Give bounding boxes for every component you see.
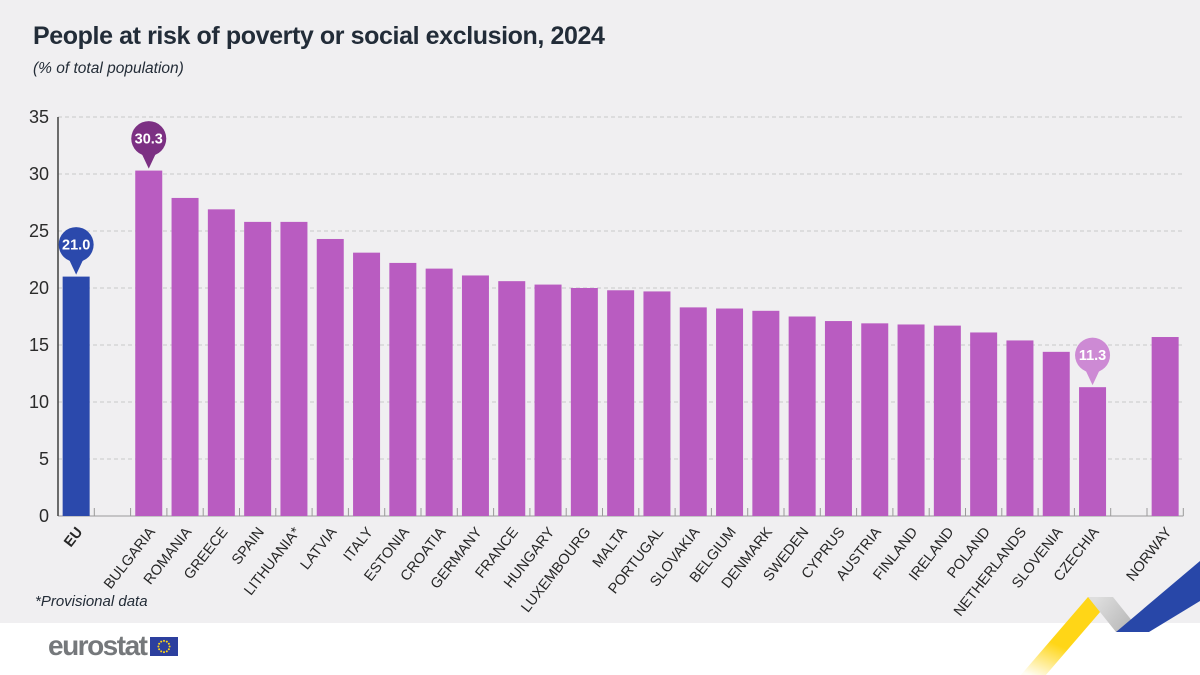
flag-star xyxy=(168,647,171,650)
bar-croatia xyxy=(425,268,453,516)
y-tick-label-15: 15 xyxy=(29,335,49,355)
y-tick-label-10: 10 xyxy=(29,392,49,412)
eu-flag-icon xyxy=(150,636,179,656)
eurostat-wordmark: eurostat xyxy=(48,630,148,661)
flag-star xyxy=(160,640,163,643)
bar-slovakia xyxy=(679,307,707,516)
y-tick-label-30: 30 xyxy=(29,164,49,184)
bar-norway xyxy=(1151,337,1179,516)
y-tick-label-0: 0 xyxy=(39,506,49,526)
callout-pointer xyxy=(1084,368,1101,386)
flag-star xyxy=(166,649,169,652)
flag-star xyxy=(163,650,166,653)
bar-poland xyxy=(970,332,998,516)
flag-star xyxy=(158,642,161,645)
y-tick-label-5: 5 xyxy=(39,449,49,469)
callout-value: 11.3 xyxy=(1079,348,1106,364)
bar-czechia xyxy=(1079,387,1107,516)
bar-sweden xyxy=(788,316,816,516)
bar-belgium xyxy=(716,308,744,516)
bar-austria xyxy=(861,323,889,516)
y-tick-label-25: 25 xyxy=(29,221,49,241)
bar-hungary xyxy=(534,284,562,516)
bar-ireland xyxy=(933,325,961,516)
x-label-norway: NORWAY xyxy=(1124,524,1176,584)
footer-strip xyxy=(0,623,1200,675)
bar-france xyxy=(498,281,526,516)
bar-spain xyxy=(244,221,272,516)
bar-netherlands xyxy=(1006,340,1034,516)
flag-star xyxy=(169,645,172,647)
callout-pointer xyxy=(68,257,85,275)
bar-slovenia xyxy=(1042,351,1070,516)
chart-subtitle: (% of total population) xyxy=(33,60,184,77)
x-label-latvia: LATVIA xyxy=(298,524,341,573)
chart-title: People at risk of poverty or social excl… xyxy=(33,22,605,50)
callout-bubble xyxy=(1075,337,1111,373)
bar-portugal xyxy=(643,291,671,516)
bar-malta xyxy=(607,290,635,516)
callout-value: 30.3 xyxy=(135,132,163,148)
callout-czechia: 11.3 xyxy=(1075,337,1111,386)
callout-pointer xyxy=(140,151,157,169)
bar-luxembourg xyxy=(570,288,598,516)
flag-star xyxy=(160,649,163,652)
bar-italy xyxy=(353,252,381,516)
bar-finland xyxy=(897,324,925,516)
bar-romania xyxy=(171,197,199,516)
bar-eu xyxy=(62,276,90,516)
flag-star xyxy=(166,640,169,643)
flag-star xyxy=(158,647,161,650)
callout-value: 21.0 xyxy=(62,238,90,254)
flag-star xyxy=(163,639,166,642)
callout-bubble xyxy=(131,121,167,157)
provisional-data-footnote: *Provisional data xyxy=(35,593,148,610)
bar-germany xyxy=(461,275,489,516)
bar-estonia xyxy=(389,262,417,516)
bar-lithuania xyxy=(280,221,308,516)
eurostat-logo: eurostat xyxy=(48,630,179,662)
flag-star xyxy=(168,642,171,645)
x-label-italy: ITALY xyxy=(341,524,377,564)
callout-eu: 21.0 xyxy=(58,227,94,275)
callout-bubble xyxy=(58,227,94,263)
bar-greece xyxy=(207,209,235,516)
bar-bulgaria xyxy=(135,170,163,516)
callout-bulgaria: 30.3 xyxy=(131,121,167,169)
y-tick-label-20: 20 xyxy=(29,278,49,298)
bar-latvia xyxy=(316,238,344,517)
bar-cyprus xyxy=(824,321,852,516)
y-tick-label-35: 35 xyxy=(29,107,49,127)
x-label-eu: EU xyxy=(61,525,86,551)
flag-star xyxy=(157,645,160,647)
bar-denmark xyxy=(752,310,780,516)
